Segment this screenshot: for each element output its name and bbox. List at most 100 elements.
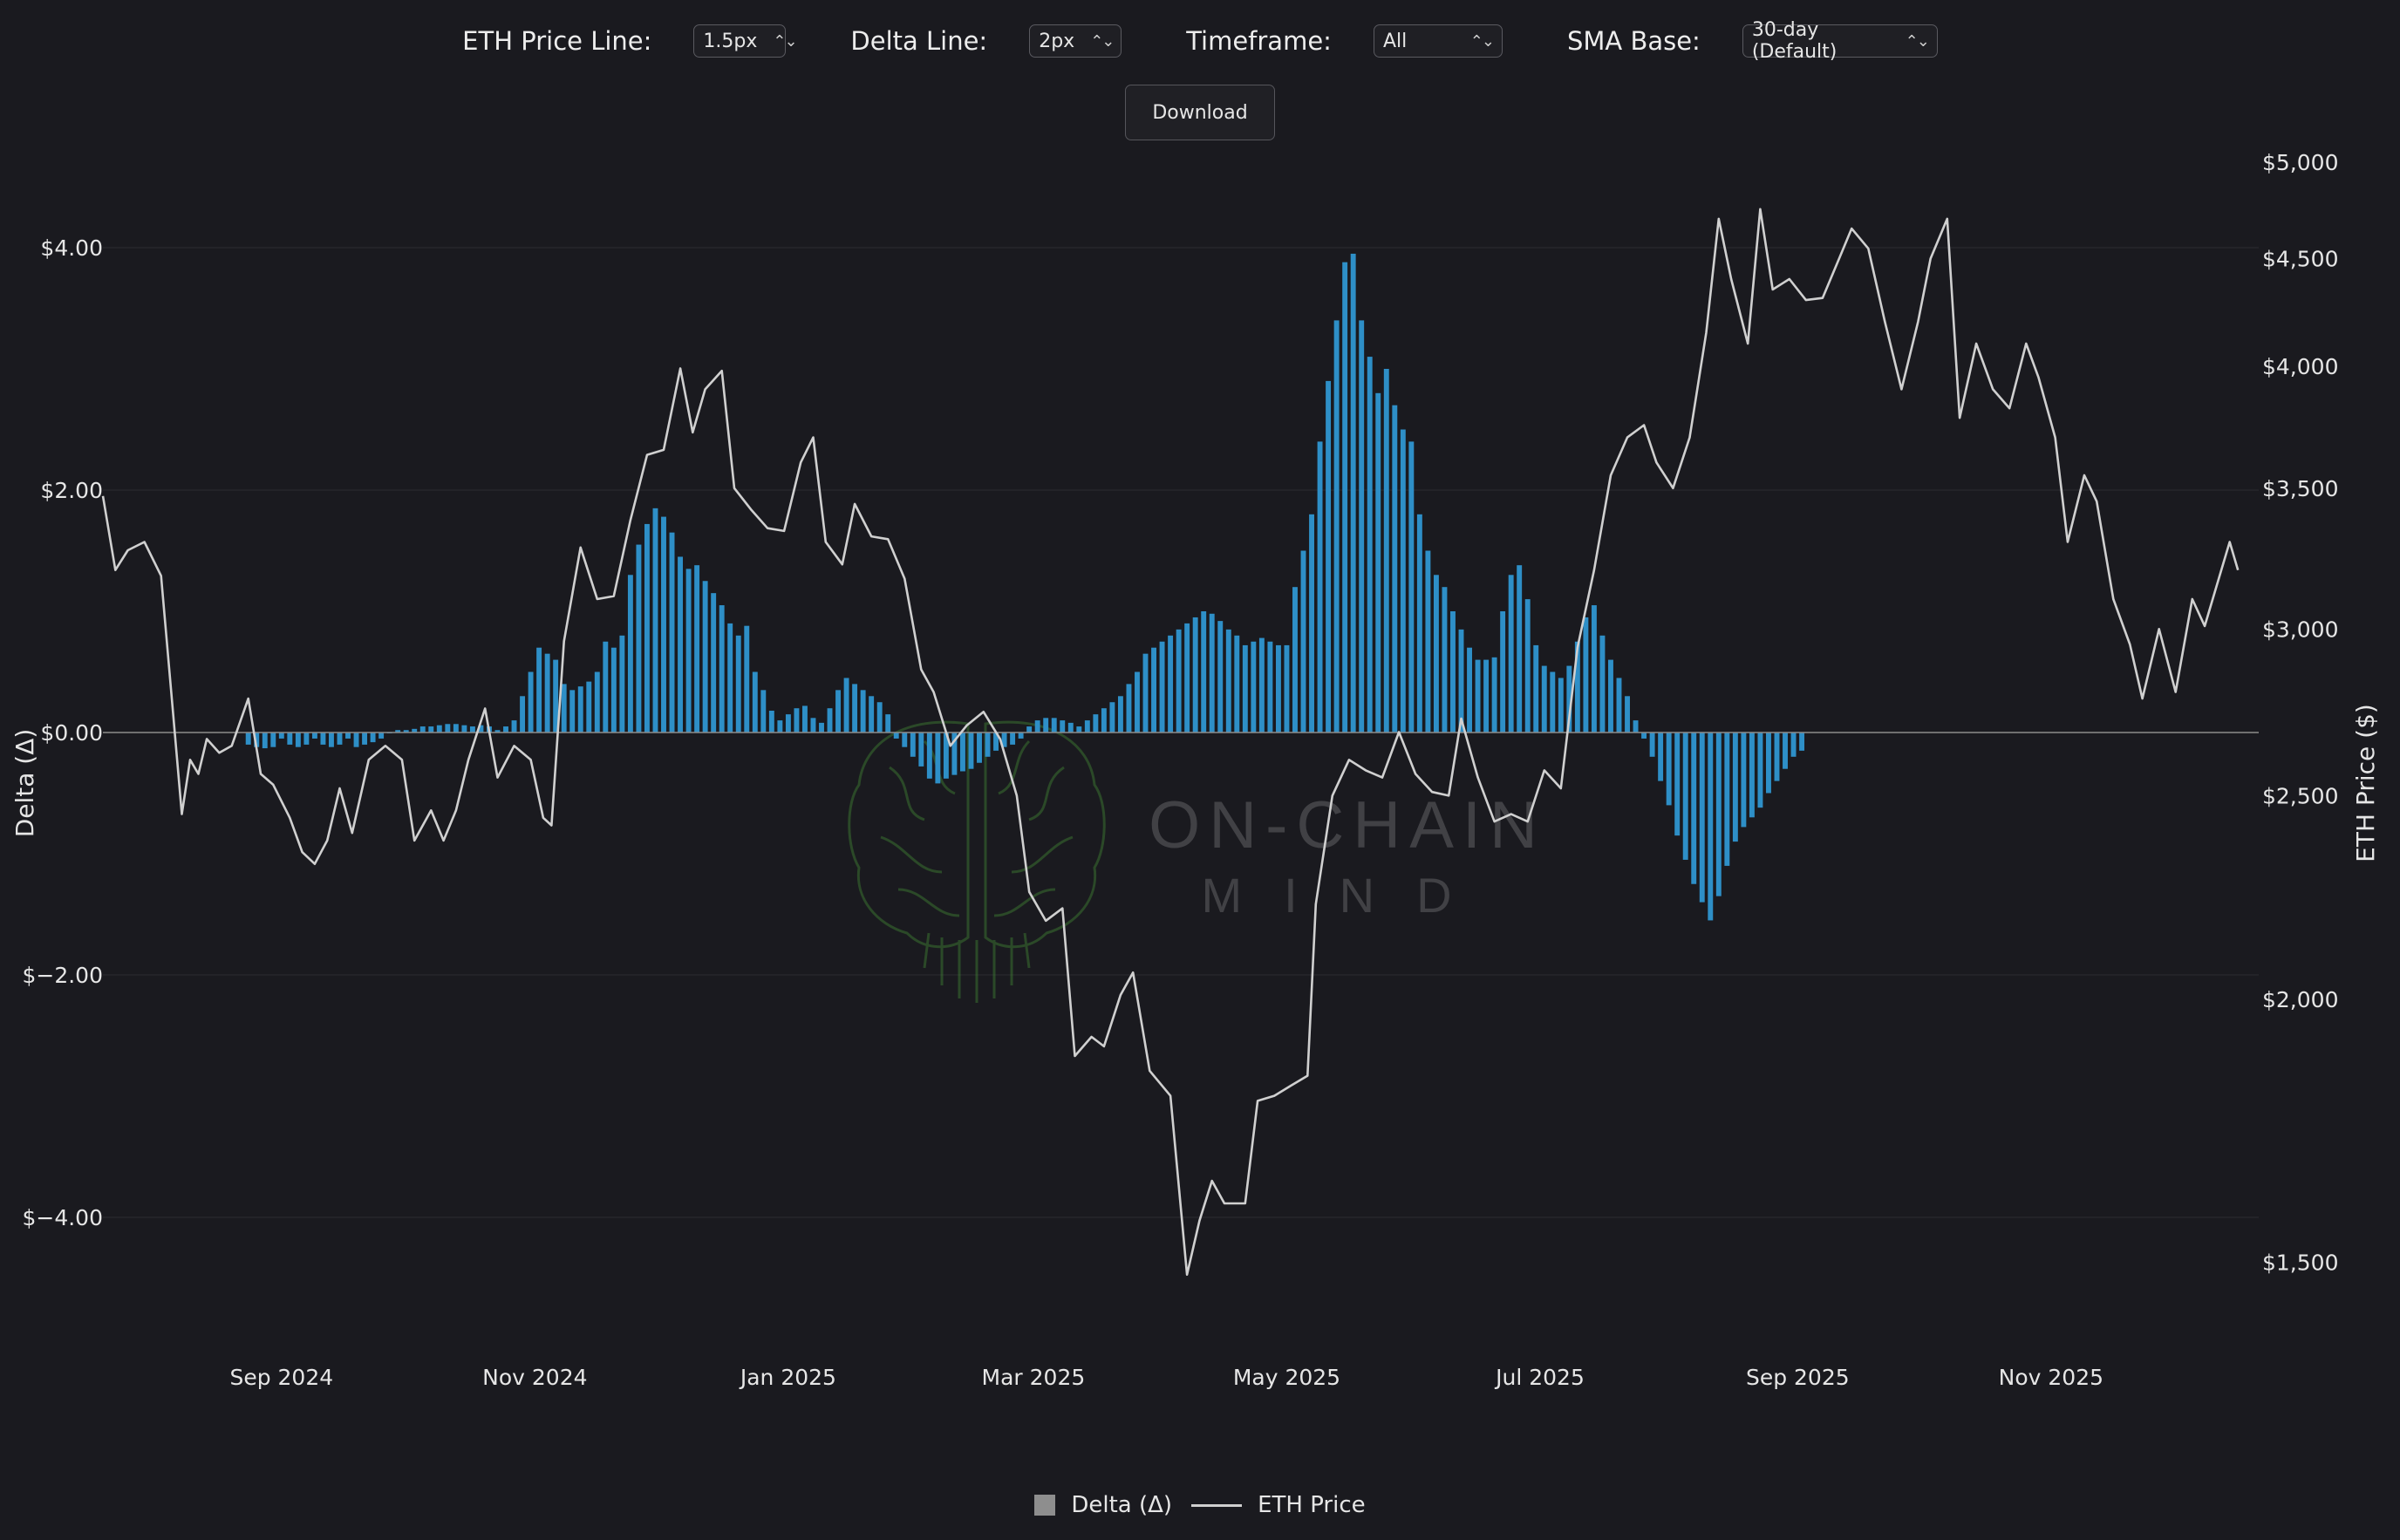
delta-bar — [329, 733, 334, 747]
delta-bar — [1783, 733, 1788, 769]
delta-bar — [1533, 644, 1539, 733]
delta-bar — [777, 720, 783, 733]
delta-bar — [885, 714, 891, 733]
x-tick-label: Mar 2025 — [982, 1365, 1086, 1390]
delta-bar — [1608, 659, 1613, 733]
delta-bar — [810, 718, 816, 733]
delta-bar — [768, 710, 774, 733]
delta-bar — [843, 678, 849, 733]
delta-bar — [544, 653, 550, 733]
sma-base-select[interactable]: 30-day (Default) ⌃⌄ — [1742, 19, 1938, 63]
right-tick-label: $3,500 — [2262, 476, 2338, 501]
watermark-line1: ON-CHAIN — [1149, 788, 1546, 862]
delta-bar — [1209, 613, 1215, 733]
x-tick-label: Jul 2025 — [1494, 1365, 1585, 1390]
delta-bar — [1192, 617, 1198, 733]
delta-bar — [1060, 720, 1066, 733]
delta-bar — [1342, 262, 1348, 733]
left-axis-ticks: $4.00 $2.00 $0.00 $−2.00 $−4.00 — [22, 235, 103, 1230]
delta-bar — [744, 625, 750, 733]
delta-bar — [254, 733, 260, 747]
delta-bar — [395, 730, 401, 733]
delta-bar — [636, 544, 642, 733]
delta-bar — [1649, 733, 1655, 757]
chevron-updown-icon: ⌃⌄ — [1469, 31, 1495, 51]
delta-bar — [311, 733, 317, 739]
delta-bar — [378, 733, 385, 739]
delta-bar — [852, 684, 858, 733]
brain-logo — [848, 720, 1106, 1003]
delta-bar — [262, 733, 268, 749]
delta-bar — [1732, 733, 1738, 842]
delta-bar — [337, 733, 343, 745]
delta-bar — [603, 641, 609, 733]
delta-bar — [1541, 665, 1547, 733]
delta-bar — [1093, 714, 1099, 733]
x-tick-label: Jan 2025 — [739, 1365, 836, 1390]
legend-delta[interactable]: Delta (Δ) — [1034, 1492, 1172, 1518]
legend-price-swatch — [1191, 1503, 1243, 1507]
price-line-label: ETH Price Line: — [462, 26, 652, 56]
delta-bar — [1001, 733, 1007, 747]
delta-bar — [1467, 647, 1472, 733]
delta-bar — [627, 575, 633, 733]
delta-bar — [1051, 718, 1057, 733]
delta-bar — [860, 690, 866, 733]
delta-bar — [1691, 733, 1697, 884]
left-tick-label: $−4.00 — [22, 1205, 103, 1230]
delta-bar — [536, 647, 542, 733]
delta-bar — [902, 733, 908, 747]
right-axis-title: ETH Price ($) — [2351, 704, 2380, 862]
delta-bar — [1126, 684, 1132, 733]
delta-bar — [951, 733, 958, 775]
delta-bar — [752, 671, 758, 733]
right-tick-label: $4,000 — [2262, 354, 2338, 379]
delta-bar — [1408, 441, 1415, 733]
price-line-control: ETH Price Line: 1.5px ⌃⌄ — [462, 24, 798, 58]
left-axis-title: Delta (Δ) — [10, 729, 39, 838]
delta-bar — [610, 647, 617, 733]
delta-line-control: Delta Line: 2px ⌃⌄ — [850, 24, 1122, 58]
delta-bar — [719, 605, 725, 733]
delta-bar — [1217, 621, 1224, 733]
delta-bar — [1591, 605, 1597, 733]
delta-bar — [270, 733, 276, 747]
right-tick-label: $2,000 — [2262, 987, 2338, 1012]
delta-bar — [1674, 733, 1681, 836]
delta-bar — [977, 733, 982, 763]
timeframe-select[interactable]: All ⌃⌄ — [1373, 24, 1503, 58]
delta-bar — [1757, 733, 1763, 808]
x-axis-ticks: Sep 2024 Nov 2024 Jan 2025 Mar 2025 May 2025… — [229, 1365, 2103, 1390]
delta-bar — [594, 671, 600, 733]
delta-bar — [1790, 733, 1797, 757]
delta-bar — [1375, 392, 1381, 733]
delta-bar — [1616, 678, 1622, 733]
left-tick-label: $4.00 — [40, 235, 103, 261]
delta-bar — [968, 733, 974, 769]
delta-bar — [295, 733, 301, 747]
delta-bar — [827, 708, 833, 733]
price-line-select[interactable]: 1.5px ⌃⌄ — [693, 24, 798, 58]
sma-base-control: SMA Base: 30-day (Default) ⌃⌄ — [1567, 19, 1938, 63]
sma-base-value: 30-day (Default) — [1751, 19, 1838, 63]
delta-bar — [1433, 575, 1439, 733]
delta-bar — [1076, 726, 1082, 733]
delta-bar — [943, 733, 949, 779]
eth-price-line — [101, 208, 2240, 1276]
delta-bar — [503, 726, 508, 733]
delta-bar — [1225, 629, 1231, 733]
timeframe-control: Timeframe: All ⌃⌄ — [1186, 24, 1503, 58]
download-button[interactable]: Download — [1125, 85, 1275, 140]
delta-bar — [935, 733, 941, 784]
delta-line-select[interactable]: 2px ⌃⌄ — [1029, 24, 1122, 58]
delta-bar — [910, 733, 916, 757]
delta-bar — [1151, 647, 1156, 733]
delta-bar — [1475, 659, 1481, 733]
legend-price[interactable]: ETH Price — [1191, 1492, 1366, 1518]
right-tick-label: $4,500 — [2262, 246, 2338, 271]
delta-bar — [1367, 357, 1373, 733]
delta-bar — [1599, 635, 1606, 733]
delta-bar — [303, 733, 310, 745]
delta-bar — [1641, 733, 1647, 739]
x-tick-label: Nov 2025 — [1999, 1365, 2103, 1390]
